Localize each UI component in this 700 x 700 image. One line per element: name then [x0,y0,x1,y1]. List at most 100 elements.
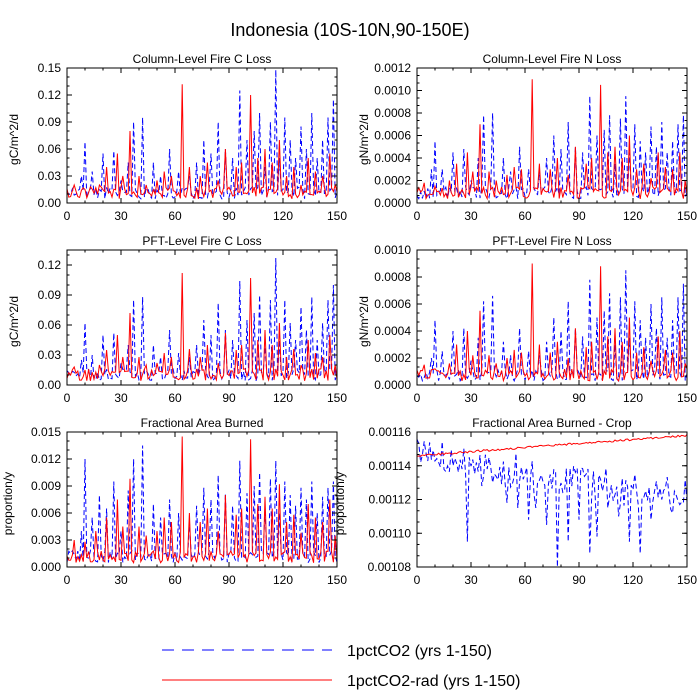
y-tick-label: 0.03 [38,169,62,183]
y-axis-label: proportion/y [333,472,347,535]
figure-title: Indonesia (10S-10N,90-150E) [230,20,469,40]
y-tick-label: 0.0012 [374,61,411,75]
plot-frame [66,67,338,204]
x-tick-label: 0 [414,391,421,405]
panel-pft-level-fire-n-loss: PFT-Level Fire N Loss gN/m^2/d 0 30 60 90 120 1… [357,234,697,405]
y-axis-label: gN/m^2/d [357,114,371,165]
x-tick-label: 90 [572,209,586,223]
series-1pctco2-rad-line [67,436,337,564]
y-tick-label: 0.0006 [374,297,411,311]
x-tick-label: 30 [464,209,478,223]
x-tick-label: 60 [168,391,182,405]
y-tick-label: 0.15 [38,61,62,75]
y-tick-label: 0.0010 [374,243,411,257]
plot-frame [66,431,338,568]
x-tick-label: 150 [327,573,347,587]
plot-frame [66,249,338,386]
y-axis-label: gC/m^2/d [7,114,21,165]
y-tick-label: 0.0000 [374,378,411,392]
series-1pctco2-line [417,439,687,567]
y-tick-label: 0.09 [38,115,62,129]
x-tick-label: 150 [327,209,347,223]
x-tick-label: 120 [623,391,643,405]
y-tick-label: 0.00 [38,378,62,392]
y-tick-label: 0.0008 [374,106,411,120]
y-tick-label: 0.0002 [374,351,411,365]
series-1pctco2-rad-line [67,272,337,382]
y-tick-label: 0.00112 [369,493,412,507]
series-1pctco2-rad-line [417,79,687,201]
y-tick-label: 0.0008 [374,270,411,284]
x-tick-label: 60 [518,209,532,223]
y-tick-label: 0.0004 [374,324,411,338]
panel-fractional-area-burned: Fractional Area Burned proportion/y 0 30 60 9… [1,416,347,587]
x-tick-label: 30 [464,391,478,405]
x-tick-label: 30 [114,391,128,405]
panel-title: Fractional Area Burned [141,416,264,430]
x-tick-label: 150 [677,209,697,223]
y-tick-label: 0.0002 [374,174,411,188]
y-axis-label: gC/m^2/d [7,296,21,347]
x-tick-label: 120 [273,573,293,587]
x-tick-label: 30 [114,573,128,587]
series-1pctco2-rad-line [67,84,337,200]
panel-column-level-fire-n-loss: Column-Level Fire N Loss gN/m^2/d 0 30 60 90 1… [357,52,697,223]
y-tick-label: 0.0004 [374,151,411,165]
legend: 1pctCO2 (yrs 1-150) 1pctCO2-rad (yrs 1-1… [162,643,520,690]
x-tick-label: 0 [414,209,421,223]
x-tick-label: 90 [222,209,236,223]
panel-title: PFT-Level Fire N Loss [492,234,611,248]
y-tick-label: 0.06 [38,318,62,332]
x-tick-label: 90 [222,573,236,587]
x-tick-label: 30 [114,209,128,223]
panel-title: PFT-Level Fire C Loss [142,234,261,248]
x-tick-label: 90 [572,573,586,587]
y-tick-label: 0.03 [38,348,62,362]
y-tick-label: 0.0010 [374,84,411,98]
x-tick-label: 90 [572,391,586,405]
y-tick-label: 0.12 [38,88,62,102]
series-1pctco2-rad-line [417,434,687,457]
y-tick-label: 0.012 [31,452,61,466]
y-tick-label: 0.006 [31,506,61,520]
x-tick-label: 120 [273,391,293,405]
x-tick-label: 60 [168,573,182,587]
panel-title: Fractional Area Burned - Crop [472,416,632,430]
y-axis-label: proportion/y [1,472,15,535]
y-tick-label: 0.003 [31,533,61,547]
series-1pctco2-rad-line [417,263,687,383]
y-axis-label: gN/m^2/d [357,296,371,347]
y-tick-label: 0.00108 [368,560,412,574]
plot-frame [416,431,688,568]
x-tick-label: 60 [168,209,182,223]
y-tick-label: 0.00 [38,196,62,210]
y-tick-label: 0.0000 [374,196,411,210]
y-tick-label: 0.06 [38,142,62,156]
y-tick-label: 0.09 [38,288,62,302]
y-tick-label: 0.015 [31,425,61,439]
x-tick-label: 120 [623,209,643,223]
y-tick-label: 0.00114 [369,459,412,473]
x-tick-label: 150 [677,573,697,587]
y-tick-label: 0.000 [31,560,61,574]
panel-fractional-area-burned-crop: Fractional Area Burned - Crop proportion/… [333,416,697,587]
legend-label-1pctco2-rad: 1pctCO2-rad (yrs 1-150) [347,673,520,690]
x-tick-label: 0 [64,209,71,223]
panel-title: Column-Level Fire N Loss [483,52,622,66]
x-tick-label: 60 [518,391,532,405]
x-tick-label: 120 [273,209,293,223]
x-tick-label: 0 [64,573,71,587]
panel-title: Column-Level Fire C Loss [133,52,272,66]
y-tick-label: 0.0006 [374,129,411,143]
x-tick-label: 150 [327,391,347,405]
y-tick-label: 0.00116 [369,425,412,439]
x-tick-label: 0 [414,573,421,587]
plot-frame [416,249,688,386]
y-tick-label: 0.12 [38,258,62,272]
legend-label-1pctco2: 1pctCO2 (yrs 1-150) [347,643,492,660]
y-tick-label: 0.00110 [369,526,412,540]
x-tick-label: 120 [623,573,643,587]
panel-pft-level-fire-c-loss: PFT-Level Fire C Loss gC/m^2/d 0 30 60 90 120 1… [7,234,347,405]
panel-column-level-fire-c-loss: Column-Level Fire C Loss gC/m^2/d 0 30 60 90 1… [7,52,347,223]
